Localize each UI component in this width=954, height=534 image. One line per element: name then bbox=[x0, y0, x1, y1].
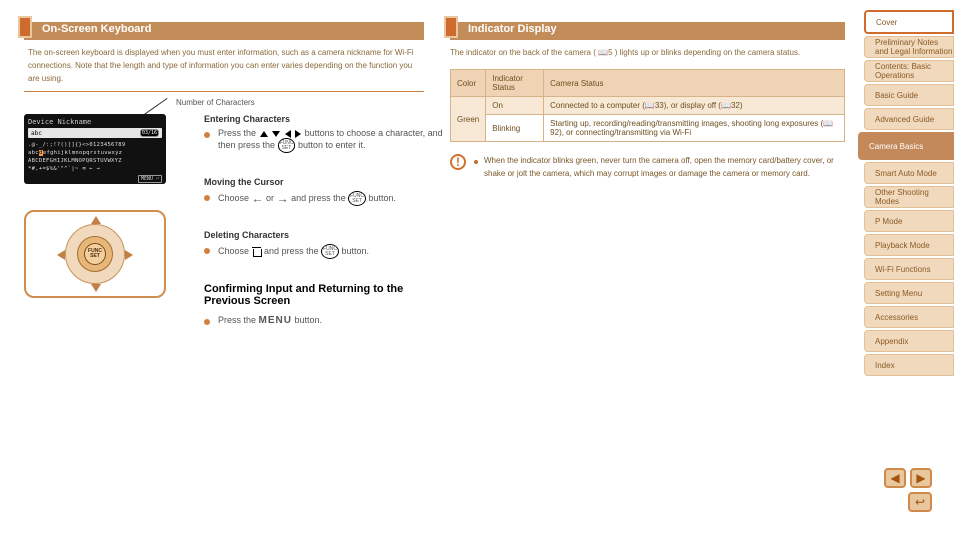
up-icon bbox=[260, 131, 268, 137]
sidebar-item-appendix[interactable]: Appendix bbox=[864, 330, 954, 352]
lcd-row1: .@-_/:;!?()[]{}<>0123456789 bbox=[28, 141, 162, 149]
bullet-icon bbox=[204, 195, 210, 201]
func-set-icon: FUNCSET bbox=[84, 243, 106, 265]
func-icon: FUNCSET bbox=[321, 244, 339, 259]
prev-page-button[interactable]: ◀ bbox=[884, 468, 906, 488]
lcd-current-text: abc bbox=[31, 130, 42, 137]
back-button[interactable]: ↩ bbox=[908, 492, 932, 512]
section-marker bbox=[18, 16, 32, 38]
section-title-left: On-Screen Keyboard bbox=[42, 23, 151, 35]
sidebar-item-cover[interactable]: Cover bbox=[864, 10, 954, 34]
bullet-icon bbox=[204, 319, 210, 325]
trash-icon bbox=[252, 247, 262, 257]
func-icon: FUNCSET bbox=[278, 138, 296, 153]
intro-left: The on-screen keyboard is displayed when… bbox=[28, 46, 424, 85]
warning-text: When the indicator blinks green, never t… bbox=[484, 154, 845, 180]
table-row: Blinking Starting up, recording/reading/… bbox=[451, 115, 845, 142]
table-row: Green On Connected to a computer (📖33), … bbox=[451, 97, 845, 115]
bullet-icon bbox=[204, 248, 210, 254]
sidebar-item-camera-basics[interactable]: Camera Basics bbox=[858, 132, 954, 160]
step4-text: Press the MENU button. bbox=[218, 315, 322, 326]
sidebar-item-smart-auto[interactable]: Smart Auto Mode bbox=[864, 162, 954, 184]
cell-indicator: On bbox=[486, 97, 544, 115]
indicator-table: Color Indicator Status Camera Status Gre… bbox=[450, 69, 845, 142]
sidebar-item-legal[interactable]: Preliminary Notes and Legal Information bbox=[864, 36, 954, 58]
dpad-illustration: FUNCSET bbox=[24, 210, 166, 298]
sidebar: Cover Preliminary Notes and Legal Inform… bbox=[864, 10, 954, 378]
sidebar-item-contents[interactable]: Contents: Basic Operations bbox=[864, 60, 954, 82]
right-icon bbox=[295, 130, 301, 138]
sidebar-item-wifi[interactable]: Wi-Fi Functions bbox=[864, 258, 954, 280]
book-icon: 📖 bbox=[823, 119, 833, 128]
sidebar-item-other-modes[interactable]: Other Shooting Modes bbox=[864, 186, 954, 208]
divider bbox=[24, 91, 424, 92]
cell-desc: Starting up, recording/reading/transmitt… bbox=[544, 115, 845, 142]
func-icon: FUNCSET bbox=[348, 191, 366, 206]
confirm-heading: Confirming Input and Returning to the Pr… bbox=[204, 283, 444, 307]
dpad-up-icon bbox=[91, 216, 101, 224]
book-icon: 📖 bbox=[721, 101, 731, 110]
cell-indicator: Blinking bbox=[486, 115, 544, 142]
cell-desc: Connected to a computer (📖33), or displa… bbox=[544, 97, 845, 115]
intro-right: The indicator on the back of the camera … bbox=[450, 46, 845, 59]
lcd-row4: *#,+=$%&'"^`|~ ⌫ ← → bbox=[28, 165, 162, 173]
sidebar-item-playback[interactable]: Playback Mode bbox=[864, 234, 954, 256]
sidebar-item-basic-guide[interactable]: Basic Guide bbox=[864, 84, 954, 106]
callout-label-chars: Number of Characters bbox=[176, 98, 255, 107]
arrow-right-icon: → bbox=[277, 192, 289, 206]
step-confirm: Press the MENU button. bbox=[204, 315, 444, 326]
lcd-row2: abcdefghijklmnopqrstuvwxyz bbox=[28, 149, 162, 157]
lcd-keys: .@-_/:;!?()[]{}<>0123456789 abcdefghijkl… bbox=[28, 141, 162, 173]
step2-title: Moving the Cursor bbox=[204, 177, 444, 187]
arrow-left-icon: ← bbox=[252, 192, 264, 206]
step1-text: Press the buttons to choose a character,… bbox=[218, 128, 444, 153]
sidebar-item-index[interactable]: Index bbox=[864, 354, 954, 376]
lcd-menu-btn: MENU ⏎ bbox=[138, 175, 162, 183]
step-deleting: Deleting Characters Choose and press the… bbox=[204, 230, 444, 259]
step2-text: Choose ← or → and press the FUNCSET butt… bbox=[218, 191, 396, 206]
lcd-title: Device Nickname bbox=[28, 118, 162, 126]
cell-color: Green bbox=[451, 97, 486, 142]
bullet-icon bbox=[204, 132, 210, 138]
left-icon bbox=[285, 130, 291, 138]
warning-block: ! When the indicator blinks green, never… bbox=[450, 154, 845, 180]
step1-title: Entering Characters bbox=[204, 114, 444, 124]
step-entering: Entering Characters Press the buttons to… bbox=[204, 114, 444, 153]
dpad-right-icon bbox=[125, 250, 133, 260]
dpad-left-icon bbox=[57, 250, 65, 260]
page-nav: ◀ ▶ ↩ bbox=[874, 468, 932, 512]
step-moving: Moving the Cursor Choose ← or → and pres… bbox=[204, 177, 444, 206]
instructions: Entering Characters Press the buttons to… bbox=[204, 114, 444, 350]
step3-title: Deleting Characters bbox=[204, 230, 444, 240]
section-header-left: On-Screen Keyboard bbox=[24, 22, 424, 40]
th-status: Indicator Status bbox=[486, 70, 544, 97]
sidebar-item-setting[interactable]: Setting Menu bbox=[864, 282, 954, 304]
section-marker bbox=[444, 16, 458, 38]
bullet-icon bbox=[474, 160, 478, 164]
left-column: On-Screen Keyboard The on-screen keyboar… bbox=[24, 22, 424, 104]
lcd-mock: Device Nickname abc 03/16 .@-_/:;!?()[]{… bbox=[24, 114, 174, 184]
book-icon: 📖 bbox=[598, 48, 608, 57]
table-header-row: Color Indicator Status Camera Status bbox=[451, 70, 845, 97]
dpad-down-icon bbox=[91, 284, 101, 292]
next-page-button[interactable]: ▶ bbox=[910, 468, 932, 488]
section-title-right: Indicator Display bbox=[468, 23, 557, 35]
sidebar-item-accessories[interactable]: Accessories bbox=[864, 306, 954, 328]
th-camera: Camera Status bbox=[544, 70, 845, 97]
lcd-counter: 03/16 bbox=[140, 129, 159, 137]
step3-text: Choose and press the FUNCSET button. bbox=[218, 244, 369, 259]
warning-icon: ! bbox=[450, 154, 466, 170]
lcd-row3: ABCDEFGHIJKLMNOPQRSTUVWXYZ bbox=[28, 157, 162, 165]
sidebar-item-advanced[interactable]: Advanced Guide bbox=[864, 108, 954, 130]
right-column: Indicator Display The indicator on the b… bbox=[450, 22, 845, 180]
down-icon bbox=[272, 131, 280, 137]
book-icon: 📖 bbox=[645, 101, 655, 110]
menu-button-label: MENU bbox=[259, 315, 292, 326]
th-color: Color bbox=[451, 70, 486, 97]
sidebar-item-p-mode[interactable]: P Mode bbox=[864, 210, 954, 232]
callout-leader bbox=[144, 98, 168, 115]
section-header-right: Indicator Display bbox=[450, 22, 845, 40]
dpad-center: FUNCSET bbox=[77, 236, 113, 272]
